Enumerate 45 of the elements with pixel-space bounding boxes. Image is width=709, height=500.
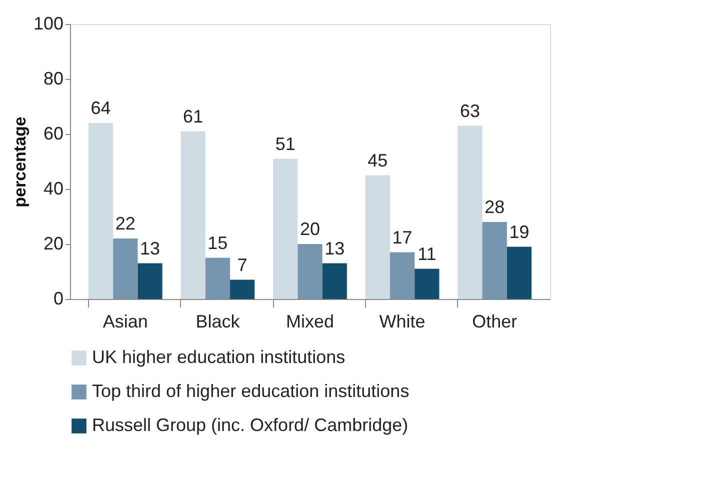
x-tick-label: Other (472, 312, 518, 332)
y-tick-label: 40 (43, 178, 64, 198)
y-tick-label: 80 (43, 68, 64, 88)
data-label: 63 (460, 100, 480, 121)
data-label: 28 (484, 197, 505, 217)
bar (322, 263, 347, 299)
y-tick-label: 0 (53, 288, 64, 308)
y-tick-label: 60 (43, 124, 64, 144)
bar (506, 246, 532, 299)
data-label: 19 (509, 222, 530, 242)
bar (365, 175, 390, 299)
legend-label: UK higher education institutions (92, 347, 346, 367)
data-label: 64 (90, 98, 111, 118)
data-label: 13 (324, 238, 345, 258)
bar (390, 252, 415, 299)
bar (273, 158, 298, 299)
data-label: 11 (418, 244, 436, 264)
x-tick-label: Mixed (286, 312, 334, 332)
bar (482, 222, 507, 299)
data-label: 13 (140, 238, 160, 258)
bar (138, 263, 162, 299)
y-tick-label: 100 (33, 14, 64, 34)
data-label: 51 (275, 134, 296, 154)
data-label: 20 (300, 219, 320, 239)
bar (180, 131, 206, 299)
data-label: 22 (115, 214, 136, 234)
bar (113, 238, 138, 299)
bar (298, 244, 322, 299)
y-tick-label: 20 (43, 234, 64, 254)
x-tick-label: Asian (102, 312, 148, 332)
bar (230, 280, 255, 299)
data-label: 61 (183, 106, 204, 126)
data-label: 17 (392, 227, 412, 248)
bar (205, 258, 230, 299)
legend-label: Top third of higher education institutions (92, 381, 410, 401)
bar (414, 268, 440, 299)
data-label: 7 (237, 254, 248, 275)
x-tick-label: Black (196, 312, 241, 332)
data-label: 15 (208, 232, 228, 253)
x-tick-label: White (379, 312, 426, 332)
data-label: 45 (368, 150, 388, 170)
bar (88, 123, 114, 299)
legend-label: Russell Group (inc. Oxford/ Cambridge) (92, 415, 408, 435)
y-axis-title: percentage (10, 116, 30, 208)
bar (458, 126, 482, 299)
